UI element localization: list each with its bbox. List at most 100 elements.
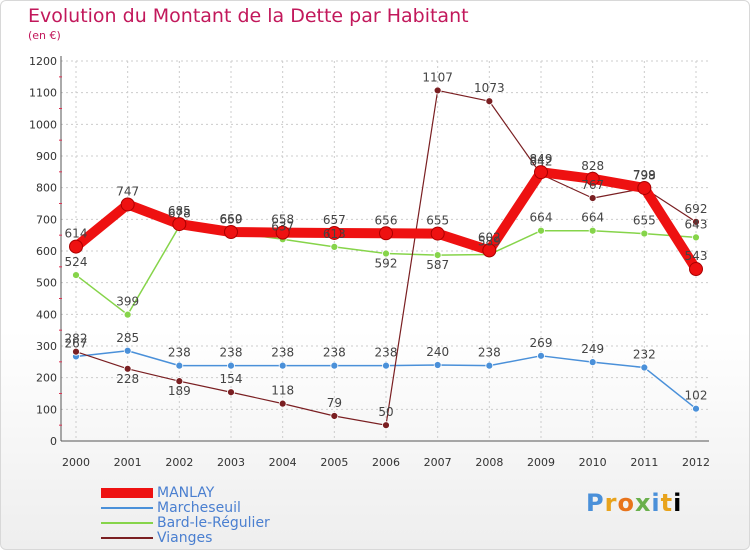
data-point-bard-le-r-gulier-2010 [588, 226, 597, 235]
y-tick-label-0: 0 [50, 435, 57, 448]
data-point-manlay-2007 [430, 226, 445, 241]
y-tick-label-700: 700 [36, 213, 57, 226]
data-label-bard-le-r-gulier-2008: 589 [478, 234, 501, 248]
data-point-manlay-2010 [585, 171, 600, 186]
y-tick-label-1000: 1000 [29, 118, 57, 131]
data-point-vianges-2010 [588, 194, 597, 203]
data-label-manlay-2002: 685 [168, 204, 191, 218]
data-label-vianges-2005: 79 [327, 396, 342, 410]
data-point-bard-le-r-gulier-2006 [382, 249, 390, 258]
data-point-manlay-2006 [379, 226, 393, 241]
data-label-bard-le-r-gulier-2000: 524 [65, 255, 88, 269]
data-point-manlay-2008 [482, 243, 497, 258]
data-point-vianges-2004 [278, 399, 287, 408]
data-label-manlay-2004: 658 [271, 213, 294, 227]
data-label-marcheseuil-2005: 238 [323, 346, 346, 360]
legend-swatch-vianges [101, 536, 153, 539]
data-label-manlay-2007: 655 [426, 214, 449, 228]
data-point-manlay-2002 [172, 217, 187, 232]
data-point-vianges-2008 [485, 97, 494, 106]
data-label-vianges-2002: 189 [168, 384, 191, 398]
data-point-manlay-2003 [224, 225, 238, 239]
data-label-vianges-2007: 1107 [422, 70, 453, 84]
legend-item-manlay: MANLAY [101, 484, 270, 501]
data-label-bard-le-r-gulier-2001: 399 [116, 295, 139, 309]
data-label-marcheseuil-2000: 267 [65, 336, 88, 350]
data-label-vianges-2010: 767 [581, 178, 604, 192]
data-label-bard-le-r-gulier-2012: 643 [685, 217, 708, 231]
x-tick-label-2000: 2000 [62, 456, 90, 469]
data-point-marcheseuil-2008 [485, 361, 494, 370]
data-point-vianges-2002 [175, 377, 184, 386]
x-tick-label-2004: 2004 [269, 456, 297, 469]
y-tick-label-100: 100 [36, 403, 57, 416]
data-point-bard-le-r-gulier-2011 [640, 229, 649, 238]
data-point-vianges-2006 [382, 421, 390, 430]
data-label-vianges-2009: 842 [530, 154, 553, 168]
data-label-vianges-2001: 228 [116, 372, 139, 386]
legend-label-bard-le-regulier: Bard-le-Régulier [157, 514, 270, 531]
data-point-bard-le-r-gulier-2000 [72, 271, 80, 279]
data-label-marcheseuil-2009: 269 [530, 336, 553, 350]
data-label-manlay-2009: 849 [530, 152, 553, 166]
data-label-marcheseuil-2008: 238 [478, 346, 501, 360]
legend-label-manlay: MANLAY [157, 484, 215, 501]
data-label-vianges-2003: 154 [220, 372, 243, 386]
data-label-vianges-2008: 1073 [474, 81, 505, 95]
x-tick-label-2005: 2005 [320, 456, 348, 469]
data-label-marcheseuil-2012: 102 [685, 389, 708, 403]
data-point-marcheseuil-2002 [175, 361, 184, 370]
data-point-bard-le-r-gulier-2007 [433, 251, 442, 260]
data-label-bard-le-r-gulier-2004: 637 [271, 219, 294, 233]
legend-swatch-bard-le-regulier [101, 521, 153, 524]
y-tick-label-1100: 1100 [29, 87, 57, 100]
data-point-marcheseuil-2004 [278, 361, 287, 370]
data-label-manlay-2005: 657 [323, 213, 346, 227]
x-tick-label-2007: 2007 [424, 456, 452, 469]
x-tick-label-2003: 2003 [217, 456, 245, 469]
data-label-marcheseuil-2003: 238 [220, 346, 243, 360]
data-point-vianges-2005 [330, 412, 339, 420]
legend-label-vianges: Vianges [157, 529, 213, 546]
x-tick-label-2008: 2008 [475, 456, 503, 469]
data-label-vianges-2011: 798 [633, 168, 656, 182]
data-label-manlay-2001: 747 [116, 184, 139, 198]
legend-swatch-marcheseuil [101, 506, 153, 509]
data-point-vianges-2012 [692, 217, 700, 226]
chart-subtitle: (en €) [28, 29, 61, 42]
data-label-bard-le-r-gulier-2006: 592 [375, 257, 398, 271]
data-point-bard-le-r-gulier-2009 [537, 226, 545, 235]
data-label-vianges-2006: 50 [378, 405, 393, 419]
data-point-manlay-2004 [275, 225, 290, 240]
data-label-marcheseuil-2010: 249 [581, 342, 604, 356]
data-point-manlay-2012 [689, 262, 703, 277]
data-label-bard-le-r-gulier-2002: 678 [168, 206, 191, 220]
data-label-bard-le-r-gulier-2011: 655 [633, 214, 656, 228]
x-tick-label-2002: 2002 [165, 456, 193, 469]
data-label-bard-le-r-gulier-2010: 664 [581, 211, 604, 225]
legend-item-bard-le-regulier: Bard-le-Régulier [101, 514, 270, 531]
legend-item-marcheseuil: Marcheseuil [101, 500, 270, 516]
x-tick-label-2009: 2009 [527, 456, 555, 469]
data-point-marcheseuil-2010 [588, 358, 597, 367]
data-point-marcheseuil-2011 [640, 363, 649, 372]
y-tick-label-400: 400 [36, 308, 57, 321]
legend: MANLAY Marcheseuil Bard-le-Régulier Vian… [101, 484, 270, 546]
x-tick-label-2006: 2006 [372, 456, 400, 469]
data-label-vianges-2000: 282 [65, 332, 88, 346]
legend-item-vianges: Vianges [101, 529, 270, 546]
x-tick-label-2012: 2012 [682, 456, 710, 469]
data-label-marcheseuil-2002: 238 [168, 346, 191, 360]
data-point-vianges-2007 [433, 86, 442, 95]
x-tick-label-2011: 2011 [630, 456, 658, 469]
data-label-manlay-2003: 660 [220, 212, 243, 226]
data-point-bard-le-r-gulier-2001 [123, 310, 132, 319]
data-label-manlay-2000: 614 [65, 227, 88, 241]
chart-title: Evolution du Montant de la Dette par Hab… [28, 5, 469, 27]
data-point-bard-le-r-gulier-2012 [692, 233, 700, 242]
data-label-manlay-2006: 656 [375, 213, 398, 227]
data-label-marcheseuil-2001: 285 [116, 331, 139, 345]
legend-swatch-manlay [101, 487, 153, 498]
data-point-manlay-2011 [637, 180, 652, 195]
x-tick-label-2001: 2001 [114, 456, 142, 469]
